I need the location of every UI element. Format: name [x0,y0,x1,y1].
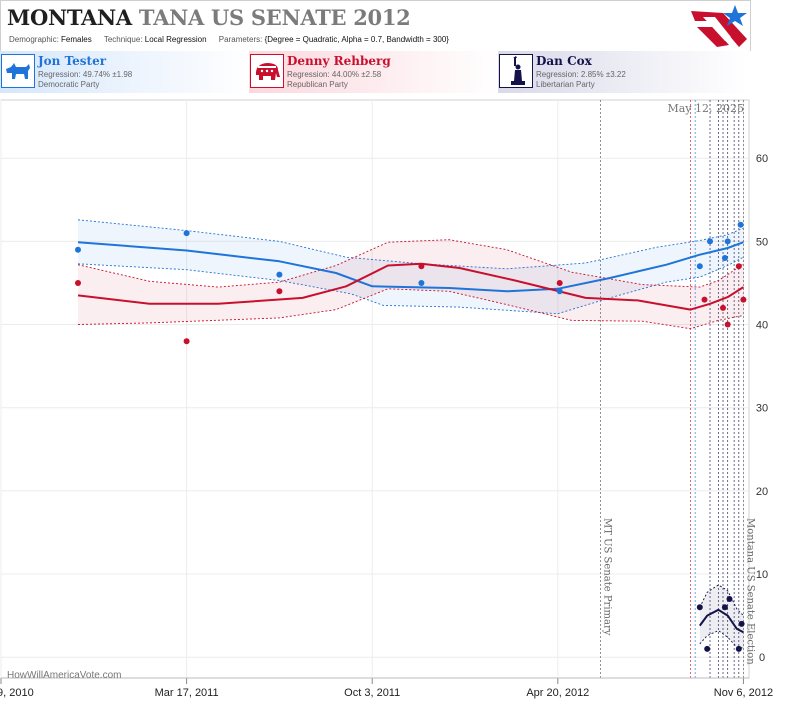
report-date: May 12, 2025 [667,102,744,115]
denny-rehberg-poll-point [720,304,726,311]
statue-of-liberty-icon [499,54,533,88]
technique-value: Local Regression [144,35,207,44]
jon-tester-poll-point [183,230,190,237]
denny-rehberg-confidence-band [78,239,744,329]
x-tick-label: Oct 3, 2011 [344,687,400,699]
chart-title: MONTANA TANA US SENATE 2012 [7,5,411,30]
jon-tester-trend-line [77,241,744,293]
dan-cox-poll-point [696,604,703,611]
title-main: MONTANA [7,5,132,30]
dan-cox-poll-point [735,645,742,652]
polling-chart: MT US Senate Primary Montana US Senate El… [0,99,773,699]
jon-tester-poll-point [75,246,81,253]
parameters-label: Parameters: [218,35,263,44]
demographic-value: Females [61,35,92,44]
denny-rehberg-band-lower [77,288,744,330]
y-tick-label: 50 [756,236,768,248]
y-tick-label: 0 [759,652,765,664]
jon-tester-poll-point [276,271,283,278]
dan-cox-band-upper [699,584,744,616]
x-tick-label: Nov 6, 2012 [714,687,773,699]
chart-parameters: Demographic: Females Technique: Local Re… [9,35,449,44]
demographic-label: Demographic: [9,35,59,44]
dan-cox-trend-line [698,608,744,634]
dan-cox-poll-point [726,596,733,602]
x-tick-label: Apr 20, 2012 [526,687,589,699]
candidate-regression: Regression: 49.74% ±1.98 [38,70,133,79]
y-tick-label: 60 [756,153,768,165]
y-tick-label: 40 [756,320,768,332]
technique-label: Technique: [103,35,143,44]
title-sub: TANA US SENATE 2012 [138,5,411,30]
jon-tester-poll-point [737,221,744,228]
donkey-icon [1,54,35,88]
event-label: Montana US Senate Election [744,518,755,665]
denny-rehberg-poll-point [556,280,563,286]
event-label: MT US Senate Primary [602,518,613,636]
site-logo-icon [691,5,747,47]
candidate-party: Democratic Party [38,80,100,89]
jon-tester-poll-point [696,263,703,270]
jon-tester-poll-point [724,238,731,245]
candidate-name: Dan Cox [536,54,592,68]
legend-dan-cox: Dan Cox Regression: 2.85% ±3.22 Libertar… [498,51,747,93]
y-tick-label: 10 [756,569,768,581]
denny-rehberg-poll-point [724,321,731,328]
candidate-party: Libertarian Party [536,80,595,89]
legend-denny-rehberg: Denny Rehberg Regression: 44.00% ±2.58 R… [249,51,498,93]
denny-rehberg-poll-point [735,263,742,270]
denny-rehberg-trend-line [77,262,744,311]
candidate-legend: Jon Tester Regression: 49.74% ±1.98 Demo… [0,51,749,94]
denny-rehberg-poll-point [418,263,425,270]
y-tick-label: 30 [756,403,768,415]
denny-rehberg-poll-point [183,338,190,345]
jon-tester-poll-point [721,255,728,261]
jon-tester-confidence-band [78,219,744,314]
denny-rehberg-poll-point [740,296,747,303]
candidate-name: Denny Rehberg [287,54,391,68]
candidate-regression: Regression: 2.85% ±3.22 [536,70,626,79]
elephant-icon [250,54,284,88]
jon-tester-poll-point [418,280,425,286]
dan-cox-poll-point [704,645,711,652]
jon-tester-poll-point [707,238,713,245]
candidate-party: Republican Party [287,80,348,89]
plot-area [0,99,750,679]
y-tick-label: 20 [756,486,768,498]
dan-cox-poll-point [721,604,728,611]
denny-rehberg-poll-point [276,288,283,295]
denny-rehberg-band-upper [77,239,744,288]
candidate-name: Jon Tester [38,54,107,68]
legend-jon-tester: Jon Tester Regression: 49.74% ±1.98 Demo… [0,51,249,93]
x-tick-label: Aug 29, 2010 [0,687,34,699]
denny-rehberg-poll-point [75,280,81,286]
parameters-value: {Degree = Quadratic, Alpha = 0.7, Bandwi… [264,35,449,44]
site-credit: HowWillAmericaVote.com [7,670,121,681]
chart-header: MONTANA TANA US SENATE 2012 Demographic:… [0,0,751,51]
candidate-regression: Regression: 44.00% ±2.58 [287,70,382,79]
dan-cox-poll-point [738,620,745,627]
denny-rehberg-poll-point [701,296,708,303]
jon-tester-poll-point [556,288,563,295]
x-tick-label: Mar 17, 2011 [155,687,219,699]
